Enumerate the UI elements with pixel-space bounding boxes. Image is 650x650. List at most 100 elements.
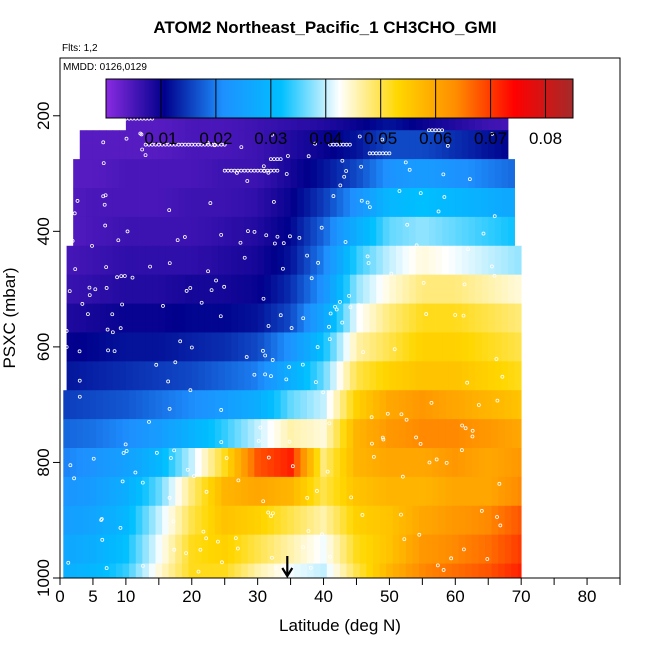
heatmap-cell — [448, 159, 456, 189]
heatmap-cell — [241, 563, 249, 579]
heatmap-cell — [102, 505, 110, 536]
heatmap-cell — [455, 361, 463, 391]
heatmap-cell — [102, 476, 110, 507]
heatmap-cell — [185, 245, 193, 276]
heatmap-cell — [218, 159, 226, 189]
heatmap-cell — [204, 188, 212, 218]
heatmap-cell — [475, 245, 483, 276]
flight-track-point — [148, 264, 152, 269]
heatmap-cell — [511, 563, 519, 579]
heatmap-cell — [63, 563, 71, 579]
heatmap-cell — [481, 332, 489, 362]
heatmap-cell — [211, 332, 219, 362]
heatmap-cell — [251, 245, 259, 276]
heatmap-cell — [247, 419, 255, 449]
heatmap-cell — [491, 448, 499, 478]
heatmap-cell — [251, 332, 259, 362]
heatmap-cell — [343, 130, 351, 160]
flight-track-point — [359, 198, 364, 203]
colorbar-tick-label: 0.06 — [419, 129, 452, 148]
flight-track-point — [485, 557, 490, 561]
heatmap-cell — [455, 216, 463, 247]
heatmap-cell — [501, 216, 509, 247]
flight-track-point — [320, 532, 324, 537]
flight-track-point — [470, 434, 475, 439]
heatmap-cell — [415, 361, 423, 391]
flight-track-point — [72, 211, 77, 216]
heatmap-cell — [221, 390, 229, 420]
flight-track-point — [403, 160, 408, 165]
heatmap-cell — [303, 245, 311, 276]
heatmap-cell — [346, 505, 354, 536]
heatmap-cell — [300, 534, 308, 564]
heatmap-cell — [386, 505, 394, 536]
heatmap-cell — [293, 476, 301, 507]
heatmap-cell — [198, 332, 206, 362]
heatmap-cell — [458, 419, 466, 449]
heatmap-cell — [89, 390, 97, 420]
heatmap-cell — [303, 361, 311, 391]
heatmap-cell — [122, 505, 130, 536]
heatmap-cell — [504, 419, 512, 449]
heatmap-cell — [478, 563, 486, 579]
heatmap-cell — [461, 130, 469, 160]
heatmap-cell — [396, 245, 403, 276]
heatmap-cell — [363, 130, 371, 160]
heatmap-cell — [412, 448, 420, 478]
heatmap-cell — [349, 274, 357, 304]
heatmap-cell — [280, 505, 288, 536]
heatmap-cell — [501, 332, 509, 362]
heatmap-cell — [475, 274, 483, 304]
heatmap-cell — [267, 476, 275, 507]
heatmap-cell — [316, 159, 324, 189]
heatmap-cell — [148, 419, 156, 449]
heatmap-cell — [468, 303, 476, 333]
heatmap-cell — [455, 303, 463, 333]
heatmap-cell — [307, 505, 315, 536]
flight-track-point — [77, 349, 82, 354]
flight-track-point — [460, 448, 464, 452]
heatmap-cell — [254, 448, 262, 478]
heatmap-cell — [330, 216, 338, 247]
heatmap-cell — [452, 419, 459, 449]
heatmap-cell — [185, 332, 193, 362]
heatmap-cell — [402, 274, 410, 304]
heatmap-cell — [488, 274, 496, 304]
heatmap-cell — [484, 390, 492, 420]
heatmap-cell — [119, 216, 127, 247]
flight-track-point — [407, 167, 412, 172]
flight-track-point — [321, 390, 326, 395]
heatmap-cell — [158, 332, 166, 362]
heatmap-cell — [438, 505, 446, 536]
heatmap-cell — [116, 563, 123, 579]
heatmap-cell — [336, 159, 344, 189]
heatmap-cell — [316, 361, 324, 391]
heatmap-cell — [96, 419, 104, 449]
heatmap-cell — [99, 332, 107, 362]
heatmap-cell — [517, 390, 522, 420]
flight-track-point — [125, 229, 130, 234]
heatmap-cell — [425, 390, 433, 420]
heatmap-cell — [274, 534, 282, 564]
heatmap-cell — [172, 303, 179, 333]
flight-track-point — [184, 289, 189, 293]
heatmap-cell — [326, 476, 334, 507]
flight-track-point — [72, 476, 76, 481]
heatmap-cell — [188, 476, 196, 507]
heatmap-cell — [109, 419, 117, 449]
flight-track-point — [440, 128, 445, 133]
heatmap-cell — [432, 390, 440, 420]
heatmap-cell — [353, 448, 361, 478]
heatmap-cell — [76, 419, 84, 449]
flight-track-point — [380, 137, 385, 142]
flight-track-point — [444, 460, 449, 465]
flight-track-point — [272, 241, 277, 246]
heatmap-cell — [257, 130, 265, 160]
heatmap-cell — [228, 505, 235, 536]
heatmap-cell — [468, 216, 476, 247]
heatmap-cell — [392, 563, 400, 579]
heatmap-cell — [366, 563, 374, 579]
heatmap-cell — [428, 188, 436, 218]
heatmap-cell — [323, 303, 331, 333]
heatmap-cell — [389, 303, 397, 333]
